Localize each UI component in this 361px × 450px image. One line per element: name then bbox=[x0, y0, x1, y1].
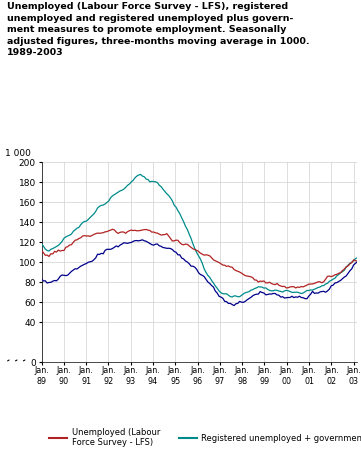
Text: Unemployed (Labour Force Survey - LFS), registered
unemployed and registered une: Unemployed (Labour Force Survey - LFS), … bbox=[7, 2, 310, 57]
Text: 1 000: 1 000 bbox=[5, 149, 31, 158]
Legend: Unemployed (Labour
Force Survey - LFS), Registered unemployed, Registered unempl: Unemployed (Labour Force Survey - LFS), … bbox=[46, 424, 361, 450]
